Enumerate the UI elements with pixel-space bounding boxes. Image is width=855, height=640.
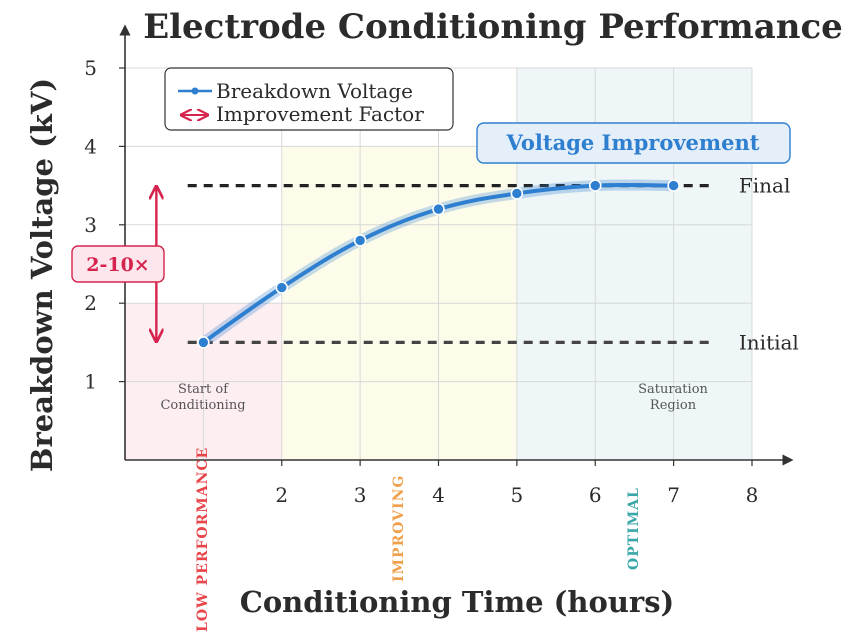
y-tick-label-3: 3 — [84, 213, 97, 237]
series-layer — [197, 179, 680, 349]
x-tick-label-4: 4 — [432, 483, 445, 507]
start-note-line-2: Conditioning — [160, 398, 245, 413]
saturation-note-line-1: Saturation — [638, 382, 708, 397]
callout-box — [476, 122, 791, 164]
data-point-1 — [197, 336, 210, 349]
legend: Breakdown Voltage Improvement Factor — [164, 67, 454, 131]
region-label-low-performance: LOW PERFORMANCE — [195, 447, 211, 632]
data-point-3 — [353, 234, 367, 247]
data-point-5 — [510, 187, 524, 200]
start-note-line-1: Start of — [178, 382, 229, 397]
x-tick-label-3: 3 — [354, 483, 367, 507]
x-tick-label-8: 8 — [746, 483, 759, 507]
x-tick-label-7: 7 — [667, 483, 680, 507]
x-axis-label: Conditioning Time (hours) — [240, 585, 675, 619]
reference-label-initial: Initial — [739, 330, 799, 354]
data-point-4 — [432, 202, 445, 216]
y-tick-label-4: 4 — [84, 134, 97, 158]
legend-swatch-marker — [191, 87, 199, 95]
y-tick-label-1: 1 — [84, 370, 97, 394]
data-point-2 — [275, 281, 289, 294]
region-label-optimal: OPTIMAL — [626, 487, 642, 570]
legend-entry-improvement-factor: Improvement Factor — [216, 102, 424, 126]
x-tick-label-6: 6 — [589, 483, 602, 507]
region-label-improving: IMPROVING — [391, 475, 407, 582]
y-tick-label-5: 5 — [84, 56, 97, 80]
data-point-7 — [667, 179, 680, 192]
callout-text: Voltage Improvement — [506, 130, 760, 155]
chart-title: Electrode Conditioning Performance — [143, 7, 843, 47]
improvement-factor-badge — [71, 245, 165, 283]
legend-entry-breakdown-voltage: Breakdown Voltage — [216, 79, 413, 103]
reference-label-final: Final — [739, 174, 790, 198]
improvement-factor-label: 2-10× — [86, 254, 149, 276]
ticks-layer: 2 3 4 5 6 7 8 1 2 3 4 5 LOW PERFORMANCE IMPROVING OPTI… — [84, 56, 758, 632]
legend-box — [164, 67, 454, 131]
y-axis-label: Breakdown Voltage (kV) — [25, 78, 59, 472]
x-tick-label-2: 2 — [275, 483, 288, 507]
voltage-improvement-callout: Voltage Improvement — [476, 122, 791, 164]
saturation-note-line-2: Region — [650, 398, 697, 413]
data-point-6 — [588, 179, 602, 192]
x-tick-label-5: 5 — [511, 483, 524, 507]
improvement-factor: 2-10× — [71, 188, 165, 341]
y-tick-label-2: 2 — [84, 291, 97, 315]
